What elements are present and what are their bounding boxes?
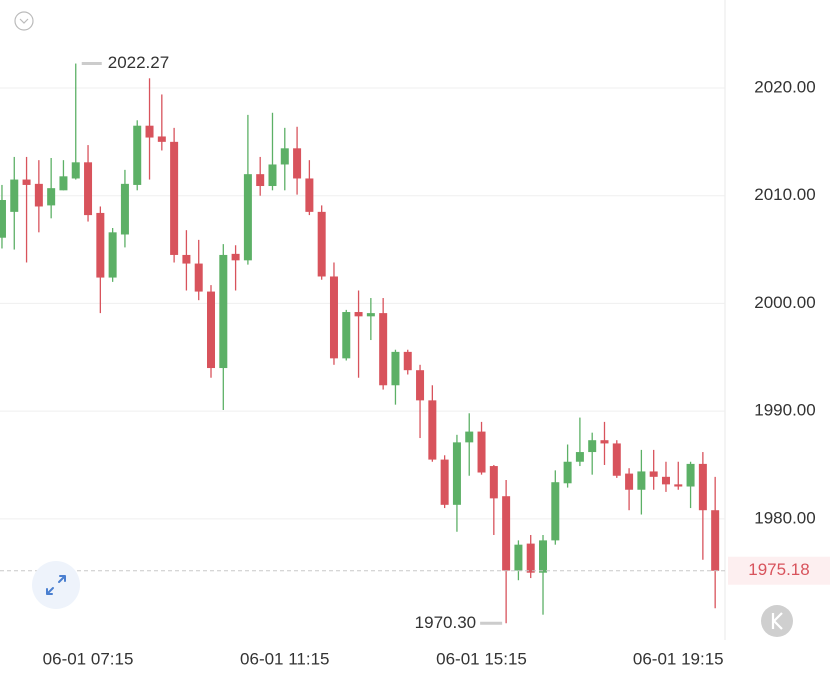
candle-body (170, 141, 179, 255)
candle-body (108, 232, 117, 278)
candle-body (182, 254, 191, 264)
candle-body (686, 463, 695, 487)
candle-body (477, 431, 486, 473)
plot (0, 63, 725, 624)
y-tick-label: 2010.00 (754, 185, 815, 204)
candle-body (416, 370, 425, 401)
y-tick-label: 2020.00 (754, 77, 815, 96)
high-label: 2022.27 (108, 53, 169, 72)
x-tick-label: 06-01 07:15 (43, 649, 134, 668)
last-price-tag (728, 556, 830, 585)
candle-body (59, 176, 68, 191)
candle-body (661, 476, 670, 485)
candle-body (10, 179, 19, 212)
last-price-label: 1975.18 (748, 560, 809, 579)
candle-body (403, 351, 412, 371)
candle-body (551, 482, 560, 541)
candle-body (489, 466, 498, 499)
candle-body (452, 442, 461, 505)
candle-body (649, 471, 658, 477)
candle-body (539, 540, 548, 573)
candle-body (194, 263, 203, 292)
candle-body (440, 459, 449, 505)
candle-body (47, 188, 56, 206)
candle-body (698, 463, 707, 511)
candle-body (256, 174, 265, 187)
candle-body (465, 431, 474, 443)
candle-body (563, 461, 572, 484)
candle-body (600, 440, 609, 444)
x-tick-label: 06-01 19:15 (633, 649, 724, 668)
collapse-button[interactable] (14, 11, 34, 31)
candle-body (514, 544, 523, 571)
y-tick-label: 1990.00 (754, 401, 815, 420)
candle-body (637, 471, 646, 490)
candle-body (268, 164, 277, 187)
candle-body (133, 125, 142, 185)
candle-body (207, 291, 216, 369)
candle-body (329, 276, 338, 359)
candle-body (711, 510, 720, 571)
candle-body (379, 313, 388, 386)
candle-body (575, 452, 584, 462)
candle-body (354, 312, 363, 317)
candle-body (317, 211, 326, 277)
y-tick-label: 1980.00 (754, 508, 815, 527)
candle-body (243, 174, 252, 261)
candle-body (612, 443, 621, 476)
candle-body (428, 400, 437, 460)
candle-body (0, 200, 6, 238)
low-label: 1970.30 (415, 613, 476, 632)
candle-body (96, 212, 105, 278)
candle-body (219, 254, 228, 369)
candle-body (391, 351, 400, 386)
candle-body (231, 253, 240, 261)
candle-body (625, 473, 634, 490)
x-tick-label: 06-01 11:15 (240, 649, 329, 668)
candle-body (120, 183, 129, 235)
candle-body (22, 179, 31, 185)
candle-body (366, 313, 375, 317)
candle-body (502, 496, 511, 571)
candle-body (34, 183, 43, 207)
k-button[interactable] (761, 605, 793, 637)
x-tick-label: 06-01 15:15 (436, 649, 527, 668)
candle-body (157, 136, 166, 142)
candle-body (293, 148, 302, 179)
candle-body (84, 162, 93, 216)
candle-body (145, 125, 154, 138)
candle-body (342, 312, 351, 359)
y-tick-label: 2000.00 (754, 293, 815, 312)
candle-body (280, 148, 289, 165)
candle-body (588, 440, 597, 453)
candle-body (71, 162, 80, 179)
candle-body (526, 543, 535, 573)
expand-button[interactable] (32, 561, 80, 609)
candle-body (305, 178, 314, 212)
candle-body (674, 484, 683, 487)
